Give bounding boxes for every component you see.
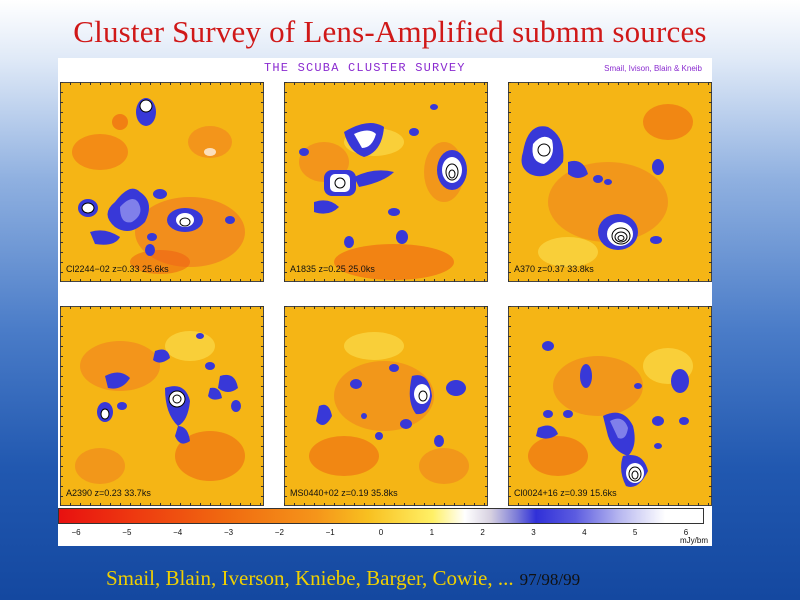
map-panel-a2390: A2390 z=0.23 33.7ks	[60, 306, 264, 506]
panel-label: A2390 z=0.23 33.7ks	[66, 488, 151, 498]
colorbar-tick-label: 1	[429, 528, 435, 537]
colorbar-tick-label: −3	[223, 528, 234, 537]
footer-authors: Smail, Blain, Iverson, Kniebe, Barger, C…	[106, 566, 514, 590]
panel-label: MS0440+02 z=0.19 35.8ks	[290, 488, 398, 498]
colorbar-ticks: −6 −5 −4 −3 −2 −1 0 1 2 3 4 5 6	[58, 528, 704, 540]
scuba-figure: THE SCUBA CLUSTER SURVEY Smail, Ivison, …	[58, 58, 712, 546]
colorbar-tick-label: 5	[632, 528, 638, 537]
colorbar-tick-label: −4	[173, 528, 183, 537]
map-panel-a1835: A1835 z=0.25 25.0ks	[284, 82, 488, 282]
footer-years: 97/98/99	[519, 570, 581, 589]
colorbar-tick-label: −5	[122, 528, 132, 537]
submm-map-image	[72, 98, 245, 274]
colorbar-unit: mJy/bm	[680, 536, 708, 545]
submm-map-image	[521, 104, 693, 267]
submm-map-image	[528, 341, 693, 487]
panel-label: Cl2244−02 z=0.33 25.6ks	[66, 264, 169, 274]
colorbar-tick-label: 6	[683, 528, 689, 537]
submm-map-image	[299, 104, 467, 280]
colorbar-tick-label: 3	[531, 528, 536, 537]
map-panel-cl2244: Cl2244−02 z=0.33 25.6ks	[60, 82, 264, 282]
submm-map-image	[75, 331, 245, 484]
colorbar-tick-label: 4	[582, 528, 587, 537]
colorbar-tick-label: 0	[378, 528, 384, 537]
figure-credit: Smail, Ivison, Blain & Kneib	[604, 64, 702, 73]
slide-footer: Smail, Blain, Iverson, Kniebe, Barger, C…	[106, 566, 580, 591]
map-panel-cl0024: Cl0024+16 z=0.39 15.6ks	[508, 306, 712, 506]
colorbar-tick-label: 2	[480, 528, 485, 537]
colorbar-tick-label: −2	[274, 528, 284, 537]
colorbar-tick-label: −1	[325, 528, 335, 537]
slide-title: Cluster Survey of Lens-Amplified submm s…	[73, 14, 707, 49]
colorbar-tick-label: −6	[71, 528, 81, 537]
figure-heading: THE SCUBA CLUSTER SURVEY	[264, 61, 466, 75]
panel-label: Cl0024+16 z=0.39 15.6ks	[514, 488, 617, 498]
submm-map-image	[309, 332, 469, 484]
panel-label: A1835 z=0.25 25.0ks	[290, 264, 375, 274]
map-panel-a370: A370 z=0.37 33.8ks	[508, 82, 712, 282]
map-panel-ms0440: MS0440+02 z=0.19 35.8ks	[284, 306, 488, 506]
colorbar	[58, 508, 704, 524]
panel-label: A370 z=0.37 33.8ks	[514, 264, 594, 274]
